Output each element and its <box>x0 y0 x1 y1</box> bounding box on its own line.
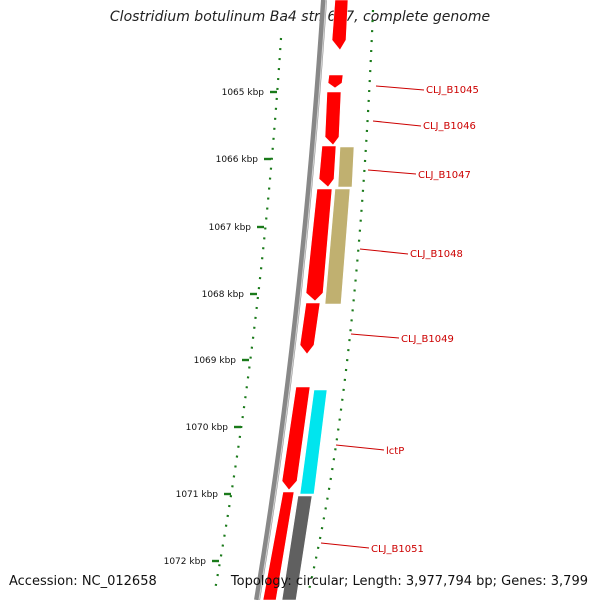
gene-labels: CLJ_B1045 CLJ_B1046 CLJ_B1047 CLJ_B1048 CLJ_… <box>320 85 479 555</box>
scale-tick-label: 1069 kbp <box>194 356 237 366</box>
gene-feature-gray <box>281 495 313 600</box>
gene-label: CLJ_B1047 <box>418 170 471 181</box>
outer-dotted-track <box>307 9 375 591</box>
accession-text: Accession: NC_012658 <box>9 574 157 589</box>
gene-feature-khaki <box>324 188 351 305</box>
genome-backbone <box>254 0 327 600</box>
scale-tick-label: 1067 kbp <box>209 223 252 233</box>
scale-tick-label: 1065 kbp <box>222 88 265 98</box>
scale-ticks: 1065 kbp 1066 kbp 1067 kbp 1068 kbp 1069 kbp… <box>164 88 277 567</box>
gene-label-leader <box>372 120 422 127</box>
gene-feature-arrow <box>262 491 295 600</box>
gene-label: CLJ_B1051 <box>371 544 424 555</box>
scale-tick-label: 1066 kbp <box>216 155 259 165</box>
gene-feature-khaki <box>337 146 355 188</box>
gene-feature-arrow <box>318 145 337 188</box>
backbone-highlight <box>258 0 327 600</box>
gene-label: CLJ_B1048 <box>410 249 463 260</box>
gene-label-leader <box>350 333 400 339</box>
gene-label-leader <box>335 444 385 451</box>
scale-tick-label: 1071 kbp <box>176 490 219 500</box>
gene-label: CLJ_B1049 <box>401 334 454 345</box>
species-name: Clostridium botulinum <box>109 9 266 25</box>
gene-feature-arrow <box>299 302 321 355</box>
genome-summary-text: Topology: circular; Length: 3,977,794 bp… <box>230 574 588 589</box>
gene-label-leader <box>375 85 425 91</box>
scale-tick-label: 1068 kbp <box>202 290 245 300</box>
gene-label-leader <box>320 542 370 549</box>
gene-feature-arrow <box>305 188 333 302</box>
gene-feature-arrow <box>327 74 344 89</box>
scale-tick-label: 1072 kbp <box>164 557 207 567</box>
scale-tick-label: 1070 kbp <box>186 423 229 433</box>
gene-features <box>262 0 355 600</box>
inner-dotted-track <box>213 37 283 591</box>
gene-label: CLJ_B1045 <box>426 85 479 96</box>
gene-label-leader <box>359 248 409 255</box>
gene-label: lctP <box>386 446 404 457</box>
gene-feature-arrow <box>331 0 349 51</box>
gene-label: CLJ_B1046 <box>423 121 476 132</box>
gene-label-leader <box>367 169 417 175</box>
gene-feature-arrow <box>281 386 311 491</box>
gene-feature-arrow <box>324 91 342 146</box>
gene-feature-cyan <box>299 389 328 495</box>
